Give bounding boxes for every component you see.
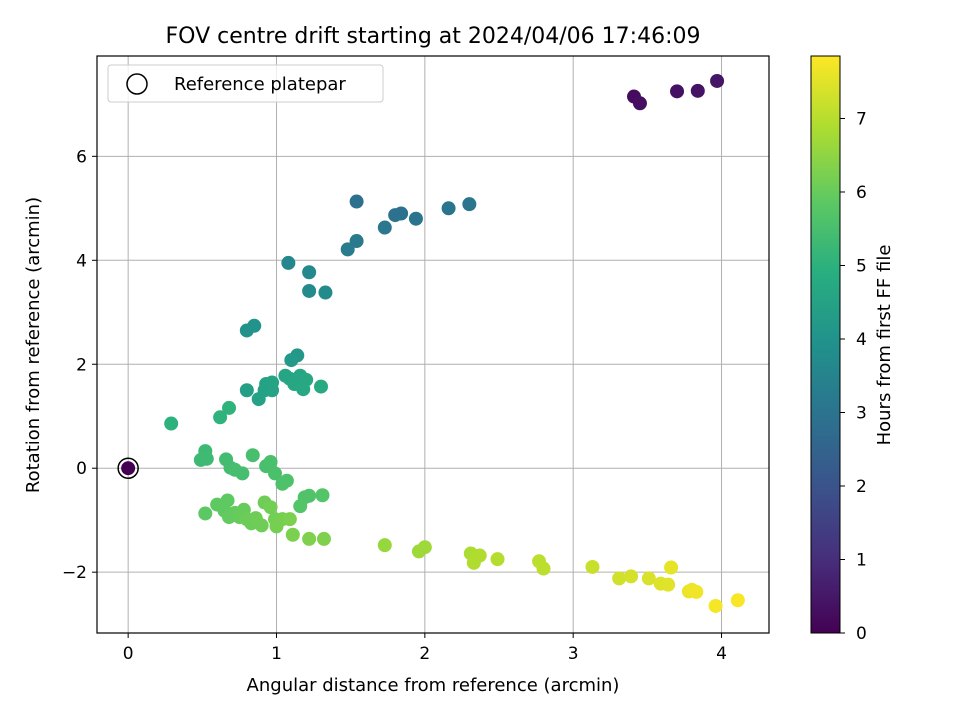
legend: Reference platepar <box>107 64 384 103</box>
colorbar-ticks: 0 1 2 3 4 5 6 7 <box>840 109 867 644</box>
data-point <box>536 561 551 576</box>
data-point <box>239 383 254 398</box>
data-point <box>661 577 676 592</box>
legend-box <box>107 64 384 103</box>
data-point <box>285 527 300 542</box>
data-point <box>585 559 600 574</box>
data-point <box>164 416 179 431</box>
reference-point-fill <box>121 461 136 476</box>
data-point <box>316 531 331 546</box>
x-tick-label: 2 <box>419 644 430 664</box>
data-point <box>472 548 487 563</box>
data-point <box>279 473 294 488</box>
data-point <box>284 353 299 368</box>
legend-reference-label: Reference platepar <box>174 74 346 95</box>
colorbar-tick-label: 7 <box>856 109 867 129</box>
data-point <box>268 466 283 481</box>
data-point <box>349 194 364 209</box>
x-axis-ticks: 0 1 2 3 4 <box>123 633 727 664</box>
data-point <box>624 569 639 584</box>
data-point <box>710 73 725 88</box>
x-tick-label: 1 <box>271 644 282 664</box>
data-point <box>394 206 409 221</box>
colorbar-tick-label: 2 <box>856 477 867 497</box>
data-point <box>641 571 656 586</box>
reference-point-ring <box>117 457 139 479</box>
data-point <box>293 499 308 514</box>
colorbar <box>810 55 841 634</box>
data-point <box>690 83 705 98</box>
y-axis-label: Rotation from reference (arcmin) <box>23 197 44 493</box>
data-point <box>632 96 647 111</box>
data-point <box>314 379 328 394</box>
data-point <box>299 372 314 387</box>
legend-reference-symbol <box>126 73 148 95</box>
data-point <box>377 538 392 553</box>
data-point <box>247 318 262 333</box>
data-point <box>263 500 278 515</box>
data-point <box>281 255 296 270</box>
data-point <box>265 383 280 398</box>
data-point <box>263 454 278 469</box>
data-point <box>235 466 250 481</box>
x-tick-label: 0 <box>123 644 134 664</box>
colorbar-tick-label: 4 <box>856 330 867 350</box>
data-point <box>302 265 317 280</box>
data-point <box>349 234 364 249</box>
data-point <box>612 571 627 586</box>
data-point <box>318 285 333 300</box>
y-tick-label: 2 <box>76 355 87 375</box>
data-point <box>408 211 423 226</box>
data-point <box>664 560 679 575</box>
y-axis-ticks: −2 0 2 4 6 <box>62 147 97 583</box>
x-axis-label: Angular distance from reference (arcmin) <box>247 675 620 696</box>
data-point <box>302 283 317 298</box>
colorbar-tick-label: 6 <box>856 183 867 203</box>
x-tick-label: 3 <box>568 644 579 664</box>
colorbar-tick-label: 1 <box>856 550 867 570</box>
data-point <box>198 506 213 521</box>
data-point <box>417 540 432 555</box>
y-tick-label: 6 <box>76 147 87 167</box>
colorbar-tick-label: 0 <box>856 624 867 644</box>
data-point <box>730 593 745 608</box>
x-tick-label: 4 <box>716 644 727 664</box>
data-point <box>689 584 704 599</box>
y-tick-label: 4 <box>76 251 87 271</box>
colorbar-label: Hours from first FF file <box>874 245 895 446</box>
reference-marker <box>117 457 139 479</box>
colorbar-tick-label: 3 <box>856 403 867 423</box>
data-point <box>377 220 392 235</box>
data-point <box>245 448 260 463</box>
data-point <box>199 451 214 466</box>
data-point <box>302 531 317 546</box>
chart-title: FOV centre drift starting at 2024/04/06 … <box>166 24 701 49</box>
y-tick-label: 0 <box>76 459 87 479</box>
data-point <box>708 598 723 613</box>
colorbar-tick-label: 5 <box>856 256 867 276</box>
data-point <box>462 197 477 212</box>
data-point <box>490 552 505 567</box>
data-point <box>213 410 228 425</box>
plot-frame <box>96 55 770 634</box>
data-point <box>282 512 297 527</box>
data-point <box>222 400 237 415</box>
data-point <box>254 518 269 533</box>
data-point <box>441 201 456 216</box>
data-point <box>315 488 330 503</box>
data-point <box>670 84 685 99</box>
data-point <box>302 488 317 503</box>
data-points <box>164 73 745 613</box>
data-point <box>340 242 355 257</box>
grid-lines <box>97 56 769 633</box>
y-tick-label: −2 <box>62 563 87 583</box>
data-point <box>220 493 235 508</box>
